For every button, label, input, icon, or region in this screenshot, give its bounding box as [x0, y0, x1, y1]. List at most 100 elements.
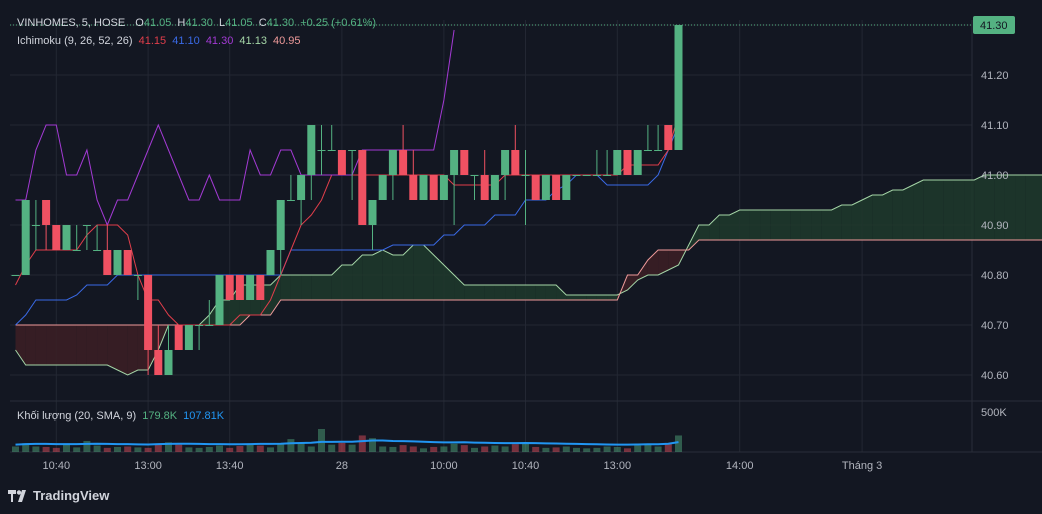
volume-bar: [42, 446, 50, 452]
cloud-segment: [831, 205, 842, 240]
low-value: 41.05: [225, 17, 253, 29]
volume-bar: [287, 439, 295, 452]
volume-label[interactable]: Khối lượng (20, SMA, 9): [17, 410, 137, 422]
candle-up: [439, 175, 448, 200]
price-tick-label: 40.60: [981, 370, 1009, 382]
cloud-segment: [46, 325, 57, 365]
volume-axis-label: 500K: [981, 407, 1007, 419]
cloud-segment: [566, 295, 577, 300]
volume-bar: [195, 447, 203, 452]
cloud-segment: [719, 215, 730, 240]
candle-up: [562, 175, 571, 200]
volume-bar: [675, 435, 682, 452]
candle-down: [225, 275, 234, 300]
cloud-segment: [352, 255, 363, 300]
volume-bar: [236, 446, 244, 452]
volume-bars: [12, 429, 682, 452]
volume-bar: [154, 443, 162, 452]
cloud-segment: [413, 245, 424, 300]
time-tick-label: 10:40: [512, 460, 540, 472]
volume-sma-line: [15, 439, 679, 446]
candle-up: [368, 200, 377, 225]
volume-bar: [32, 446, 40, 452]
volume-bar: [430, 446, 438, 452]
volume-bar: [583, 448, 591, 452]
volume-bar: [277, 444, 285, 452]
candles: [11, 25, 683, 375]
candle-up: [674, 25, 683, 150]
cloud-segment: [586, 295, 597, 300]
volume-value: 179.8K: [142, 410, 178, 422]
cloud-segment: [627, 275, 638, 290]
cloud-segment: [943, 180, 954, 240]
tradingview-logo-icon: [8, 489, 26, 502]
ichimoku-legend[interactable]: Ichimoku (9, 26, 52, 26) 41.15 41.10 41.…: [17, 35, 304, 47]
candle-down: [174, 325, 183, 350]
cloud-segment: [923, 180, 934, 240]
candle-up: [378, 175, 387, 200]
cloud-segment: [770, 210, 781, 240]
candle-up: [195, 325, 204, 326]
candle-up: [307, 125, 316, 175]
volume-legend[interactable]: Khối lượng (20, SMA, 9) 179.8K 107.81K: [17, 410, 227, 422]
volume-bar: [573, 447, 580, 452]
cloud-segment: [556, 285, 567, 300]
volume-bar: [420, 448, 427, 452]
candle-down: [664, 125, 673, 150]
high-label: H: [177, 17, 186, 29]
cloud-segment: [607, 295, 618, 300]
cloud-segment: [515, 285, 526, 300]
volume-bar: [185, 447, 193, 452]
candle-up: [113, 250, 122, 275]
cloud-segment: [443, 265, 455, 300]
brand-logo[interactable]: TradingView: [8, 488, 109, 503]
cloud-segment: [86, 325, 98, 365]
symbol-name[interactable]: VINHOMES, 5, HOSE: [17, 17, 126, 29]
volume-bar: [358, 435, 366, 452]
ichimoku-label[interactable]: Ichimoku (9, 26, 52, 26): [17, 35, 133, 47]
volume-bar: [552, 447, 560, 452]
cloud-segment: [270, 275, 281, 315]
cloud-segment: [790, 210, 801, 240]
last-price-badge: [973, 16, 1015, 34]
volume-bar: [644, 444, 652, 452]
candle-down: [256, 275, 265, 300]
close-label: C: [258, 17, 267, 29]
cloud-segment: [545, 285, 557, 300]
axes: 40.60 40.70 40.80 40.90 41.00 41.10 41.20 41.30…: [10, 16, 1015, 472]
candle-up: [246, 275, 255, 300]
cloud-segment: [780, 210, 791, 240]
candle-up: [633, 150, 642, 175]
candle-up: [450, 150, 459, 175]
candle-down: [144, 275, 153, 350]
candle-down: [531, 175, 540, 200]
time-tick-label: 28: [336, 460, 348, 472]
volume-bar: [501, 446, 509, 452]
cloud-segment: [964, 180, 975, 240]
volume-bar: [267, 447, 274, 452]
candle-down: [337, 150, 346, 175]
candle-up: [348, 150, 357, 151]
volume-bar: [522, 443, 529, 452]
span-a-value: 41.13: [239, 35, 267, 47]
volume-bar: [562, 446, 570, 452]
cloud-segment: [739, 210, 750, 240]
candle-down: [399, 150, 408, 175]
chikou-value: 41.30: [205, 35, 234, 47]
volume-bar: [389, 446, 397, 452]
close-value: 41.30: [266, 17, 295, 29]
symbol-legend[interactable]: VINHOMES, 5, HOSE O41.05 H41.30 L41.05 C…: [17, 17, 379, 29]
volume-bar: [216, 445, 223, 452]
volume-bar: [144, 447, 152, 452]
cloud-segment: [474, 285, 485, 300]
last-price-badge-label: 41.30: [980, 20, 1008, 32]
candle-up: [184, 325, 193, 350]
candle-up: [11, 275, 20, 276]
volume-bar: [103, 447, 111, 452]
volume-bar: [12, 446, 19, 452]
volume-bar: [654, 446, 662, 452]
volume-bar: [471, 447, 478, 452]
volume-bar: [634, 445, 642, 452]
